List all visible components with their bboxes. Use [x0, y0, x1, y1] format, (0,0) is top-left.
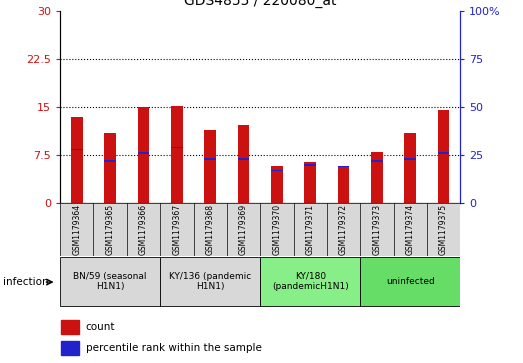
Bar	[171, 147, 183, 148]
FancyBboxPatch shape	[60, 257, 160, 306]
Text: KY/180
(pandemicH1N1): KY/180 (pandemicH1N1)	[272, 272, 348, 291]
Bar	[237, 125, 249, 203]
Text: GSM1179369: GSM1179369	[239, 204, 248, 255]
Bar	[338, 167, 349, 203]
Text: GSM1179367: GSM1179367	[173, 204, 181, 255]
Bar	[138, 152, 150, 154]
Text: infection: infection	[3, 277, 48, 287]
Text: BN/59 (seasonal
H1N1): BN/59 (seasonal H1N1)	[73, 272, 147, 291]
FancyBboxPatch shape	[160, 257, 260, 306]
FancyBboxPatch shape	[360, 257, 460, 306]
Bar	[71, 148, 83, 150]
Text: GSM1179368: GSM1179368	[206, 204, 214, 255]
Bar	[71, 117, 83, 203]
Text: KY/136 (pandemic
H1N1): KY/136 (pandemic H1N1)	[169, 272, 252, 291]
Text: GSM1179373: GSM1179373	[372, 204, 381, 255]
Text: GSM1179366: GSM1179366	[139, 204, 148, 255]
Bar	[171, 106, 183, 203]
Bar	[371, 152, 383, 203]
Bar	[61, 341, 79, 355]
Bar	[104, 160, 116, 162]
Text: GSM1179371: GSM1179371	[306, 204, 315, 255]
Bar	[304, 164, 316, 166]
Bar	[237, 158, 249, 160]
Bar	[104, 133, 116, 203]
Bar	[338, 166, 349, 167]
Bar	[438, 110, 449, 203]
Text: GSM1179365: GSM1179365	[106, 204, 115, 255]
Text: GSM1179375: GSM1179375	[439, 204, 448, 255]
Text: GSM1179364: GSM1179364	[72, 204, 81, 255]
Text: percentile rank within the sample: percentile rank within the sample	[86, 343, 262, 353]
Bar	[138, 107, 150, 203]
Bar	[438, 152, 449, 154]
Bar	[304, 162, 316, 203]
Bar	[204, 158, 216, 160]
Bar	[61, 320, 79, 334]
FancyBboxPatch shape	[260, 257, 360, 306]
Bar	[404, 133, 416, 203]
Title: GDS4855 / 220080_at: GDS4855 / 220080_at	[184, 0, 336, 8]
Text: GSM1179372: GSM1179372	[339, 204, 348, 255]
Text: count: count	[86, 322, 115, 332]
Bar	[271, 166, 283, 203]
Text: uninfected: uninfected	[386, 277, 435, 286]
Bar	[371, 160, 383, 162]
Bar	[204, 130, 216, 203]
Bar	[404, 158, 416, 160]
Text: GSM1179370: GSM1179370	[272, 204, 281, 255]
Text: GSM1179374: GSM1179374	[406, 204, 415, 255]
Bar	[271, 170, 283, 171]
